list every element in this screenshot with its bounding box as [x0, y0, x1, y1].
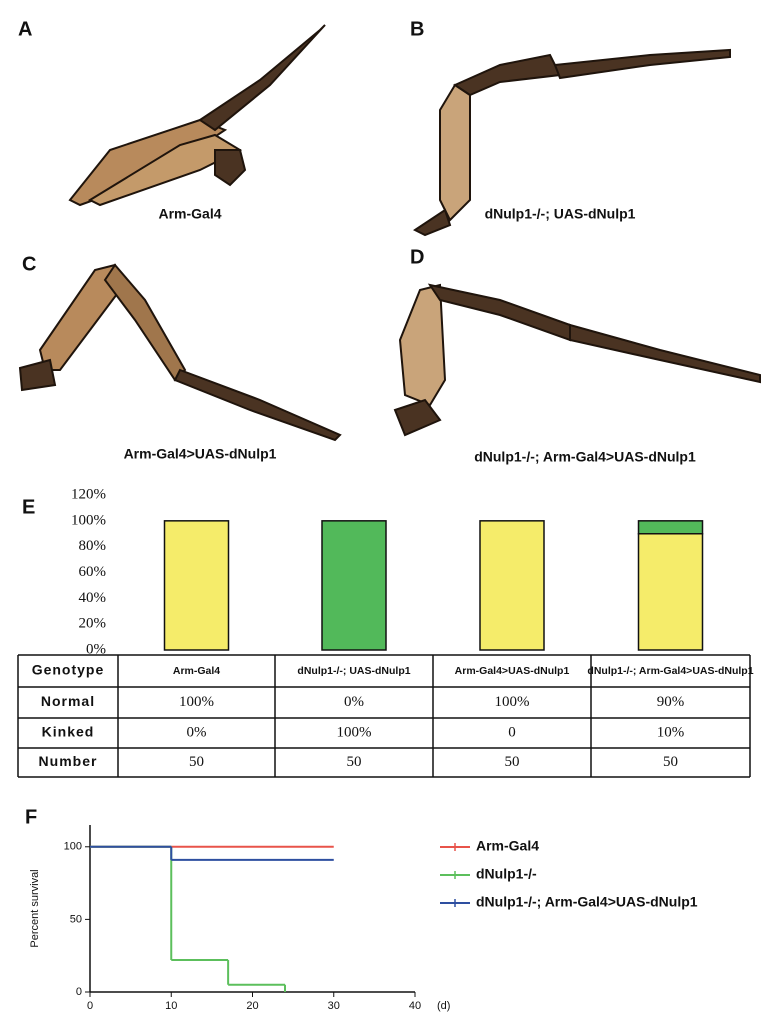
- table-header: Genotype: [32, 662, 105, 678]
- table-value: 0%: [187, 724, 207, 740]
- leg-photo-a: [68, 24, 326, 207]
- y-tick-label: 50: [70, 913, 82, 925]
- leg-photo-d: [393, 283, 761, 437]
- bar-segment: [163, 520, 230, 651]
- bar-segment: [321, 520, 387, 651]
- table-value: 50: [505, 754, 520, 770]
- table-value: 100%: [337, 724, 372, 740]
- row-header: Normal: [41, 693, 95, 709]
- bar-segment: [479, 520, 545, 651]
- row-header: Kinked: [42, 724, 95, 740]
- panel-letter: F: [25, 806, 37, 828]
- table-value: 50: [663, 754, 678, 770]
- table-value: 50: [189, 754, 204, 770]
- panel-caption: dNulp1-/-; UAS-dNulp1: [485, 206, 636, 222]
- genotype-header: Arm-Gal4>UAS-dNulp1: [455, 665, 570, 677]
- genotype-header: dNulp1-/-; UAS-dNulp1: [297, 665, 410, 677]
- bar-segment: [637, 533, 704, 651]
- table-value: 90%: [657, 694, 685, 710]
- panel-letter: C: [22, 253, 36, 275]
- panel-caption: Arm-Gal4: [158, 206, 221, 222]
- legend-label: dNulp1-/-: [476, 866, 537, 882]
- y-tick-label: 60%: [79, 564, 107, 580]
- leg-photo-c: [18, 263, 342, 442]
- legend-label: Arm-Gal4: [476, 838, 539, 854]
- row-header: Number: [39, 753, 98, 769]
- y-tick-label: 0%: [86, 641, 106, 657]
- y-axis-label: Percent survival: [29, 869, 41, 947]
- panel-caption: Arm-Gal4>UAS-dNulp1: [124, 446, 277, 462]
- panel-letter: D: [410, 246, 424, 268]
- x-tick-label: 20: [246, 1000, 258, 1012]
- y-tick-label: 100%: [71, 512, 106, 528]
- y-tick-label: 80%: [79, 538, 107, 554]
- table-value: 0: [508, 724, 516, 740]
- y-tick-label: 20%: [79, 616, 107, 632]
- x-tick-label: 40: [409, 1000, 421, 1012]
- table-value: 10%: [657, 724, 685, 740]
- x-tick-label: 30: [328, 1000, 340, 1012]
- y-tick-label: 120%: [71, 486, 106, 502]
- table-value: 100%: [179, 694, 214, 710]
- panel-letter: B: [410, 18, 424, 40]
- y-tick-label: 40%: [79, 590, 107, 606]
- x-axis-label: (d): [437, 1000, 450, 1012]
- x-tick-label: 0: [87, 1000, 93, 1012]
- genotype-header: dNulp1-/-; Arm-Gal4>UAS-dNulp1: [587, 665, 753, 677]
- y-tick-label: 100: [64, 841, 82, 853]
- panel-letter: E: [22, 496, 35, 518]
- leg-photo-b: [413, 48, 731, 237]
- y-tick-label: 0: [76, 986, 82, 998]
- legend-label: dNulp1-/-; Arm-Gal4>UAS-dNulp1: [476, 894, 698, 910]
- table-value: 50: [347, 754, 362, 770]
- genotype-header: Arm-Gal4: [173, 665, 220, 677]
- panel-letter: A: [18, 18, 32, 40]
- table-value: 100%: [495, 694, 530, 710]
- panel-caption: dNulp1-/-; Arm-Gal4>UAS-dNulp1: [474, 449, 696, 465]
- x-tick-label: 10: [165, 1000, 177, 1012]
- table-value: 0%: [344, 694, 364, 710]
- bar-segment: [637, 520, 704, 535]
